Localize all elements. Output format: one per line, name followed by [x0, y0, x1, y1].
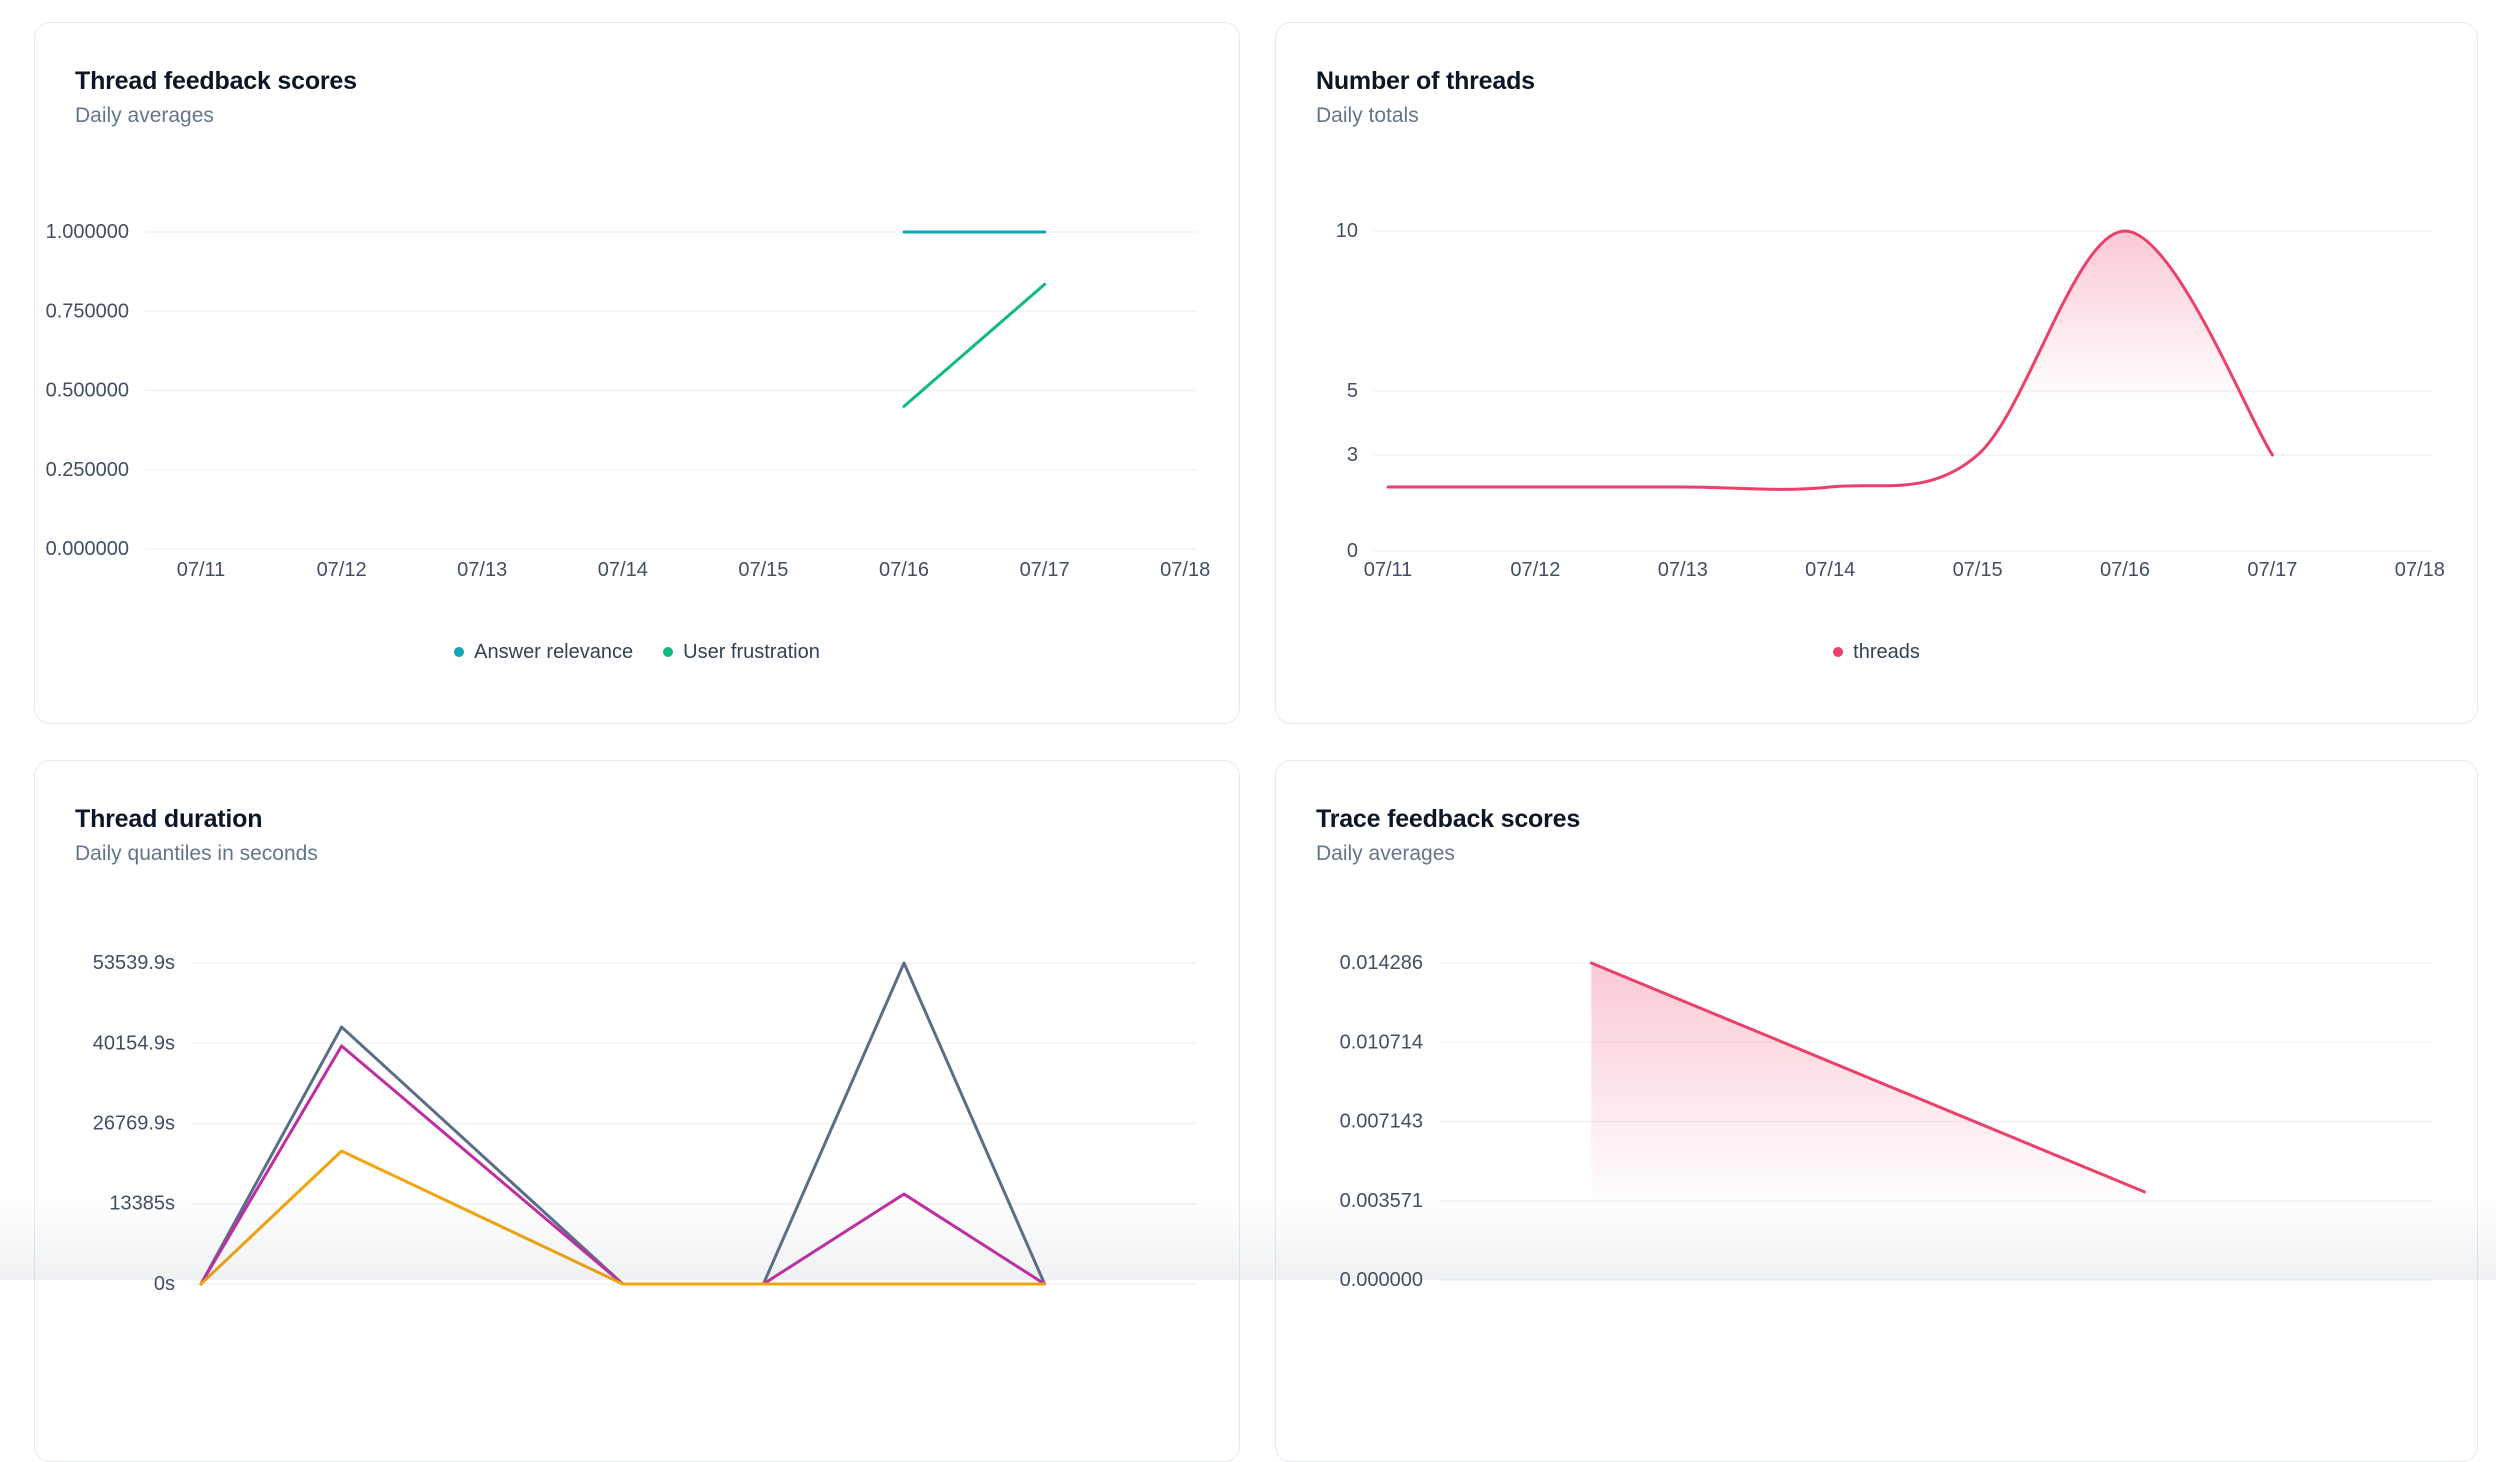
card-subtitle: Daily averages: [75, 104, 214, 127]
x-axis-tick-label: 07/11: [177, 559, 226, 581]
chart-legend: threads: [1276, 638, 2477, 666]
y-axis-tick-label: 0.007143: [1340, 1111, 1423, 1133]
card-title: Number of threads: [1316, 67, 1535, 95]
number-of-threads-chart[interactable]: 10 5 3 0 07/11 07/12 07/13 07/14 07/15 07/16 07/17…: [1276, 23, 2477, 723]
x-axis-tick-label: 07/17: [1020, 559, 1070, 581]
y-axis-tick-label: 0.000000: [1340, 1269, 1423, 1291]
legend-dot-icon: [1833, 647, 1844, 657]
legend-label: threads: [1853, 640, 1920, 663]
card-thread-duration: 53539.9s 40154.9s 26769.9s 13385s 0s Thread …: [34, 760, 1240, 1462]
y-axis-tick-label: 26769.9s: [93, 1113, 175, 1135]
card-title: Thread feedback scores: [75, 67, 357, 95]
chart-legend: Answer relevance User frustration: [35, 638, 1239, 666]
card-trace-feedback-scores: 0.014286 0.010714 0.007143 0.003571 0.000000…: [1275, 760, 2478, 1462]
x-axis-tick-label: 07/16: [2100, 559, 2150, 581]
legend-item-threads[interactable]: threads: [1833, 641, 1920, 664]
card-number-of-threads: 10 5 3 0 07/11 07/12 07/13 07/14 07/15 07/16 07/17…: [1275, 22, 2478, 724]
series-area-fill: [1591, 963, 2145, 1280]
series-line: [1386, 229, 2274, 491]
x-axis-tick-label: 07/14: [1805, 559, 1855, 581]
x-axis-tick-label: 07/11: [1364, 559, 1413, 581]
x-axis-tick-label: 07/17: [2247, 559, 2297, 581]
x-axis-tick-label: 07/18: [2395, 559, 2445, 581]
legend-label: Answer relevance: [474, 640, 634, 663]
dashboard: { "page": { "background": "#ffffff", "gr…: [0, 22, 2496, 1462]
y-axis-tick-label: 53539.9s: [93, 952, 175, 974]
y-axis-tick-label: 0.014286: [1340, 952, 1423, 974]
x-axis-tick-label: 07/13: [1658, 559, 1708, 581]
card-title: Thread duration: [75, 805, 263, 833]
y-axis-tick-label: 0.750000: [46, 300, 129, 322]
x-axis-tick-label: 07/18: [1160, 559, 1210, 581]
x-axis-tick-label: 07/12: [1510, 559, 1560, 581]
y-axis-tick-label: 0s: [154, 1273, 175, 1295]
card-subtitle: Daily quantiles in seconds: [75, 842, 318, 865]
legend-dot-icon: [663, 647, 674, 657]
y-axis-tick-label: 3: [1347, 444, 1358, 466]
x-axis-tick-label: 07/14: [598, 559, 648, 581]
x-axis-tick-label: 07/13: [457, 559, 507, 581]
card-thread-feedback-scores: 1.000000 0.750000 0.500000 0.250000 0.000000…: [34, 22, 1240, 724]
y-axis-tick-label: 13385s: [109, 1193, 175, 1215]
trace-feedback-scores-chart[interactable]: 0.014286 0.010714 0.007143 0.003571 0.000000: [1276, 761, 2477, 1461]
series-line: [902, 282, 1047, 408]
legend-item-answer-relevance[interactable]: Answer relevance: [454, 641, 633, 664]
y-axis-tick-label: 0.250000: [46, 459, 129, 481]
thread-feedback-scores-chart[interactable]: 1.000000 0.750000 0.500000 0.250000 0.000000…: [35, 23, 1239, 723]
y-axis-tick-label: 0.010714: [1340, 1031, 1423, 1053]
card-subtitle: Daily totals: [1316, 104, 1419, 127]
y-axis-tick-label: 5: [1347, 380, 1358, 402]
y-axis-tick-label: 0.000000: [46, 538, 129, 560]
legend-dot-icon: [454, 647, 465, 657]
series-area-fill: [1388, 231, 2273, 551]
card-subtitle: Daily averages: [1316, 842, 1455, 865]
series-line: [1589, 961, 2146, 1194]
y-axis-tick-label: 0.003571: [1340, 1190, 1423, 1212]
x-axis-tick-label: 07/15: [738, 559, 788, 581]
y-axis-tick-label: 0.500000: [46, 380, 129, 402]
legend-label: User frustration: [683, 640, 820, 663]
card-title: Trace feedback scores: [1316, 805, 1581, 833]
y-axis-tick-label: 1.000000: [46, 221, 129, 243]
x-axis-tick-label: 07/15: [1953, 559, 2003, 581]
series-line: [199, 1149, 1047, 1286]
y-axis-tick-label: 40154.9s: [93, 1032, 175, 1054]
thread-duration-chart[interactable]: 53539.9s 40154.9s 26769.9s 13385s 0s: [35, 761, 1239, 1461]
y-axis-tick-label: 10: [1336, 220, 1358, 242]
x-axis-tick-label: 07/16: [879, 559, 929, 581]
legend-item-user-frustration[interactable]: User frustration: [663, 641, 820, 664]
y-axis-tick-label: 0: [1347, 540, 1358, 562]
x-axis-tick-label: 07/12: [317, 559, 367, 581]
